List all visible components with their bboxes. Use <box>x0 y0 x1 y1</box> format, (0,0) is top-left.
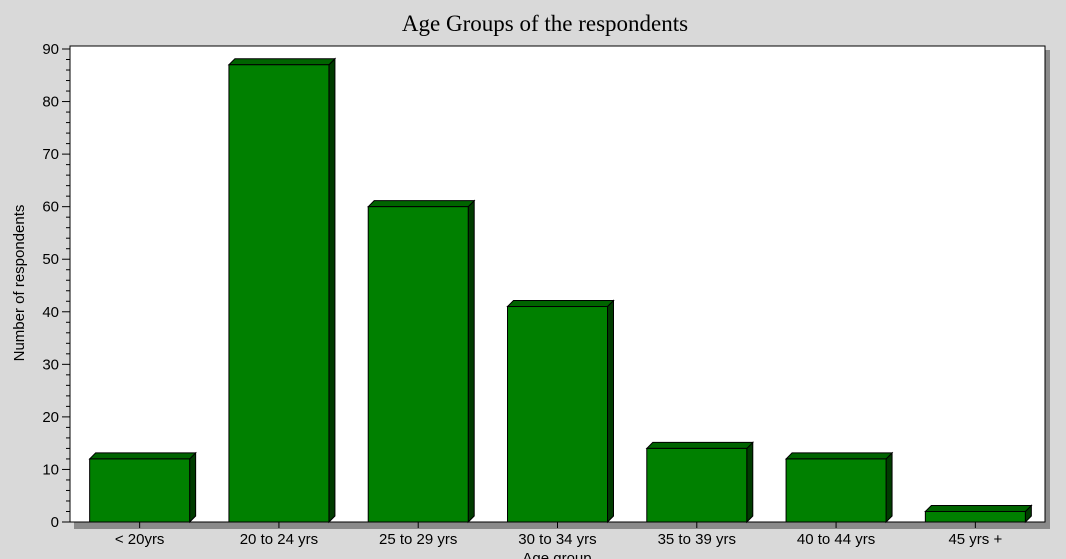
chart-title: Age Groups of the respondents <box>402 11 688 36</box>
y-tick-label: 20 <box>42 409 59 426</box>
bar-top <box>88 452 197 460</box>
x-tick-label: 35 to 39 yrs <box>658 531 736 548</box>
y-tick-label: 0 <box>51 514 59 531</box>
x-axis: < 20yrs 20 to 24 yrs 25 to 29 yrs 30 to 34 … <box>115 522 1002 548</box>
x-tick-label: 20 to 24 yrs <box>240 531 318 548</box>
bar-side <box>467 199 475 524</box>
bar-side <box>885 451 893 524</box>
x-tick-label: 40 to 44 yrs <box>797 531 875 548</box>
bar-top <box>506 300 615 308</box>
y-tick-label: 70 <box>42 146 59 163</box>
x-tick-label: 25 to 29 yrs <box>379 531 457 548</box>
bar <box>646 447 748 523</box>
bar-side <box>607 299 614 524</box>
bar-top <box>367 200 476 208</box>
y-tick-label: 90 <box>42 41 59 58</box>
y-tick-label: 30 <box>42 356 59 373</box>
y-tick-label: 80 <box>42 94 59 111</box>
bar-side <box>746 441 754 524</box>
bar <box>785 458 887 523</box>
y-tick-label: 40 <box>42 304 59 321</box>
bar <box>924 510 1026 523</box>
y-tick-label: 50 <box>42 251 59 268</box>
bar-side <box>189 451 197 524</box>
x-axis-label: Age group <box>522 550 591 559</box>
bar <box>367 206 469 523</box>
bars-group <box>88 57 1033 524</box>
bar-side <box>328 57 336 524</box>
y-tick-label: 10 <box>42 461 59 478</box>
bar-top <box>784 452 894 460</box>
x-tick-label: < 20yrs <box>115 531 165 548</box>
bar-top <box>645 441 754 449</box>
bar <box>507 306 608 523</box>
y-tick-label: 60 <box>42 199 59 216</box>
bar-top <box>924 504 1033 512</box>
x-tick-label: 30 to 34 yrs <box>518 531 596 548</box>
bar <box>89 458 191 523</box>
y-axis-label: Number of respondents <box>11 205 28 362</box>
x-tick-label: 45 yrs + <box>948 531 1002 548</box>
bar-top <box>227 58 337 66</box>
y-axis: 0 10 20 30 40 50 60 70 80 90 <box>42 41 70 531</box>
bar <box>228 64 330 523</box>
